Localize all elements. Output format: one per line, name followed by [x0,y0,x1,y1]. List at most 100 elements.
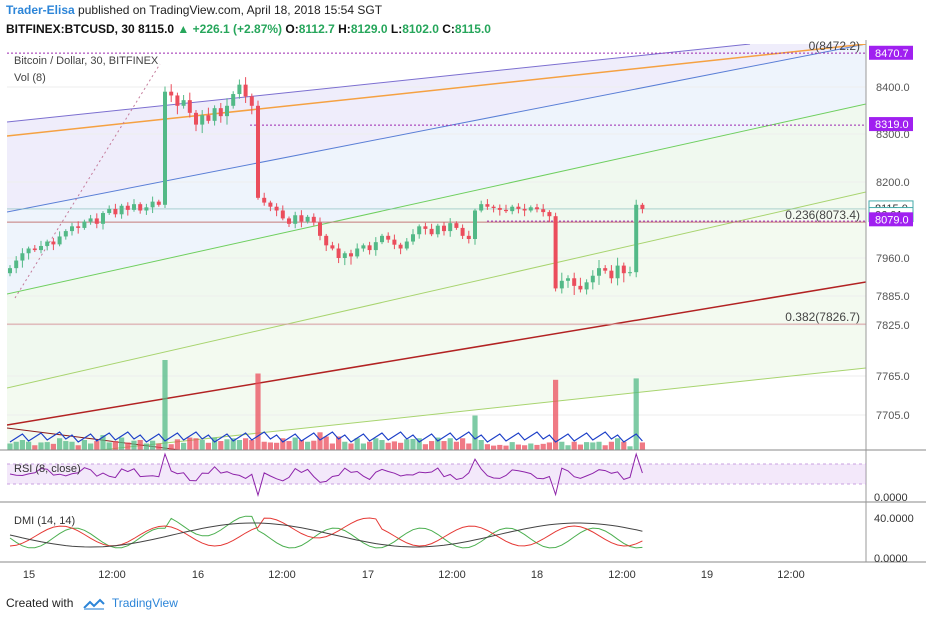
volume-bar [57,438,63,450]
publish-info: Trader-Elisa published on TradingView.co… [6,3,382,17]
price-tag [869,212,913,227]
candle-body [225,105,229,117]
author-name[interactable]: Trader-Elisa [6,3,75,17]
tradingview-link[interactable]: TradingView [111,596,178,610]
fib-label: 0.236(8073.4) [785,208,860,222]
volume-bar [546,442,552,450]
volume-bar [249,440,255,450]
y-tick-label: 8200.0 [876,177,910,189]
candle-body [125,205,130,210]
candle-body [373,242,378,251]
main-pane [7,44,866,450]
volume-bar [627,446,633,450]
volume-bar [416,438,422,450]
dmi-plus-line [9,515,643,549]
volume-bar [255,373,261,450]
close-value: 8115.0 [454,22,491,36]
candle-body [76,226,81,228]
chart-area[interactable]: RSI (8, close) 0.0000 DMI (14, 14) 40.0000 0… [0,40,926,592]
volume-bar [559,441,565,450]
last-price: 8115.0 [138,22,175,36]
candle-body [559,280,564,289]
volume-bar [274,442,280,450]
volume-bar [553,379,559,450]
x-tick-label: 16 [192,569,204,581]
volume-bar [212,437,218,450]
candle-body [398,244,403,249]
rsi-band [7,464,866,484]
volume-bar [348,443,354,450]
volume-bar [528,443,534,450]
candle-body [597,268,601,276]
volume-bar [460,438,466,450]
volume-bar [63,441,69,450]
candle-body [287,218,291,224]
volume-bar [639,442,645,450]
candle-body [621,265,626,274]
candle-body [8,268,12,274]
candle-body [584,282,589,290]
candle-body [45,241,50,246]
volume-bar [50,443,56,450]
volume-bar [577,444,583,450]
volume-bar [435,437,441,450]
mid-channel-fill [7,104,866,388]
open-value: 8112.7 [298,22,335,36]
volume-bar [156,443,162,450]
candle-body [578,285,583,290]
candle-body [113,208,118,215]
candle-body [411,234,415,242]
candle-body [423,226,428,229]
candle-body [367,245,372,251]
y-tick-label: 8300.0 [876,129,910,141]
volume-bar [466,443,472,450]
candle-body [32,248,37,251]
volume-bar [608,441,614,450]
publish-text: published on TradingView.com, April 18, … [78,3,383,17]
volume-bar [484,444,490,450]
candle-body [293,215,298,224]
candle-body [206,115,211,121]
volume-bar [329,443,335,450]
candle-body [615,265,620,279]
dmi-title: DMI (14, 14) [14,515,75,527]
volume-bar [367,441,373,450]
candle-body [342,253,347,258]
volume-bar [243,438,249,450]
volume-bar [497,444,503,450]
volume-bar [218,441,224,450]
candle-body [249,96,254,106]
low-value: 8102.0 [402,22,439,36]
volume-bar [106,442,112,450]
y-tick-label: 7825.0 [876,320,910,332]
volume-bar [522,445,528,450]
rsi-line [9,452,643,498]
candle-body [628,272,632,274]
volume-bar [150,440,156,450]
candle-body [466,235,471,239]
volume-bar [88,443,94,450]
rsi-axis-label: 0.0000 [874,492,908,504]
x-tick-label: 18 [531,569,543,581]
candle-body [535,207,539,210]
volume-bar [398,442,404,450]
candle-body [237,84,242,95]
candle-body [299,215,304,222]
candle-body [404,241,409,249]
x-tick-label: 17 [362,569,374,581]
candle-body [318,222,322,236]
y-tick-label: 7960.0 [876,253,910,265]
volume-bar [286,441,292,450]
fib-label: 0.382(7826.7) [785,310,860,324]
volume-bar [633,378,639,450]
volume-bar [38,442,44,450]
candle-body [497,207,502,210]
volume-bar [112,441,118,450]
volume-bar [429,441,435,450]
candle-body [82,221,87,228]
volume-bar [336,436,342,450]
volume-bar [621,441,627,450]
volume-bar [491,445,497,450]
volume-bar [143,443,149,450]
candle-body [88,218,93,222]
